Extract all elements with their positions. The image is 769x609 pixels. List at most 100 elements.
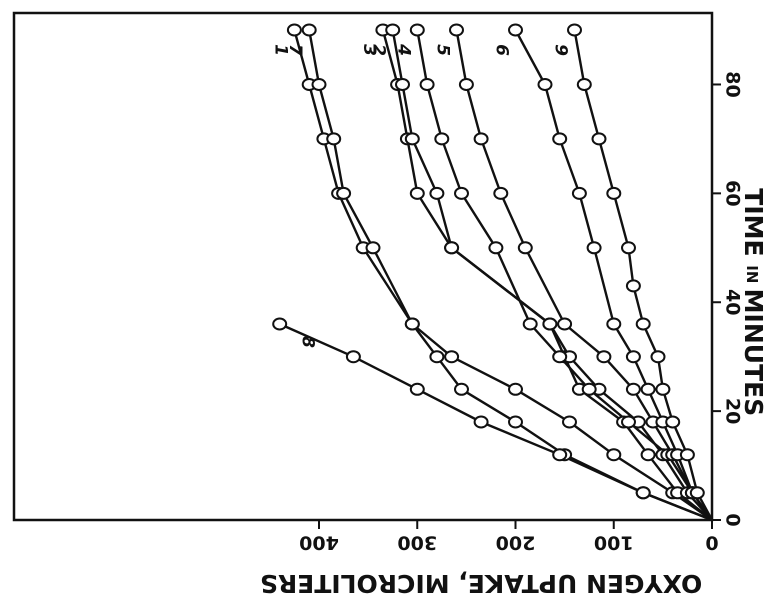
point-8-30 [345,350,361,364]
curve-1 [293,29,713,521]
point-1-30 [444,350,460,364]
point-5-50 [517,241,533,255]
curve-label-4: 4 [393,43,413,56]
point-8-18 [473,415,489,429]
x-tick-label-80: 80 [722,71,744,97]
point-4-80 [419,78,435,91]
point-9-70 [591,132,607,146]
curve-label-7: 7 [285,44,305,56]
x-tick-label-20: 20 [722,398,744,424]
points-group [272,23,705,500]
curves-group [279,29,714,522]
point-7-50 [365,241,381,255]
point-9-18 [665,415,681,429]
point-3-12 [640,448,656,462]
point-6-30 [625,350,641,364]
point-2-36 [542,317,558,331]
point-1-90 [286,23,302,37]
labels-group: 17 8 32 4 5 6 9 [270,43,570,348]
point-7-24 [454,382,469,396]
point-5-80 [458,78,474,91]
curve-6 [514,29,713,521]
point-7-90 [301,23,317,37]
curve-3 [381,29,713,521]
point-6-90 [508,23,523,37]
point-5-36 [557,317,573,331]
point-4-24 [581,382,597,396]
x-tick-label-60: 60 [722,180,744,206]
curve-label-5: 5 [433,44,453,56]
x-tick-label-40: 40 [722,289,744,315]
point-8-36 [272,317,288,331]
titles-group: OXYGEN UPTAKE, MICROLITERS TIME IN MINUTE… [260,188,768,598]
point-8-24 [409,382,425,396]
point-4-30 [552,350,568,364]
point-4-50 [488,241,504,255]
point-1-12 [606,448,622,462]
point-9-5 [689,486,705,500]
point-1-24 [508,382,523,396]
point-5-60 [493,186,509,200]
point-7-80 [311,78,327,91]
point-9-36 [635,317,651,331]
point-6-80 [537,78,553,91]
point-2-80 [395,78,410,91]
point-4-70 [434,132,450,146]
point-8-12 [552,448,568,462]
point-3-60 [409,186,425,200]
y-tick-label-100: 100 [594,532,634,554]
point-9-43 [625,279,641,293]
x-axis-title-part-1: TIME [739,188,768,265]
y-tick-label-300: 300 [397,532,437,554]
point-6-24 [640,382,656,396]
plot-frame [12,11,714,522]
point-9-30 [650,350,666,364]
curve-label-6: 6 [492,44,512,56]
point-6-60 [571,186,587,200]
point-7-70 [326,132,342,146]
x-axis-title-part-2: IN [744,265,762,288]
point-4-90 [409,23,425,37]
curve-label-2: 2 [369,44,389,56]
point-9-24 [655,382,671,396]
point-5-70 [473,132,489,146]
point-1-18 [562,415,577,429]
curve-label-9: 9 [551,44,571,56]
point-5-90 [449,23,464,37]
point-4-36 [522,317,538,331]
point-2-90 [385,23,401,37]
y-tick-label-200: 200 [496,532,536,554]
point-2-50 [444,241,460,255]
point-6-70 [552,132,568,146]
curve-label-8: 8 [298,336,318,348]
point-9-90 [567,23,582,37]
curve-label-1: 1 [270,44,290,56]
point-9-80 [576,78,592,91]
point-6-50 [586,241,602,255]
point-5-30 [596,350,612,364]
point-5-24 [625,382,641,396]
point-7-30 [429,350,445,364]
curve-label-3: 3 [359,44,379,56]
x-axis-title-part-3: MINUTES [739,289,768,417]
x-axis-title: TIME IN MINUTES [739,188,768,416]
point-2-70 [404,132,420,146]
curve-7 [308,29,713,522]
x-tick-label-0: 0 [722,513,744,526]
y-tick-label-0: 0 [705,532,718,554]
point-8-5 [635,486,651,500]
point-7-18 [508,415,523,429]
point-9-12 [679,448,695,462]
ticks-group: 0 20 40 60 80 0 100 200 300 400 [299,71,743,553]
point-4-18 [621,415,636,429]
y-tick-label-400: 400 [299,532,339,554]
point-6-36 [606,317,622,331]
y-axis-title: OXYGEN UPTAKE, MICROLITERS [260,569,702,598]
point-2-60 [429,186,445,200]
point-9-60 [606,186,622,200]
point-7-60 [336,186,352,200]
point-7-36 [404,317,420,331]
point-9-50 [621,241,636,255]
